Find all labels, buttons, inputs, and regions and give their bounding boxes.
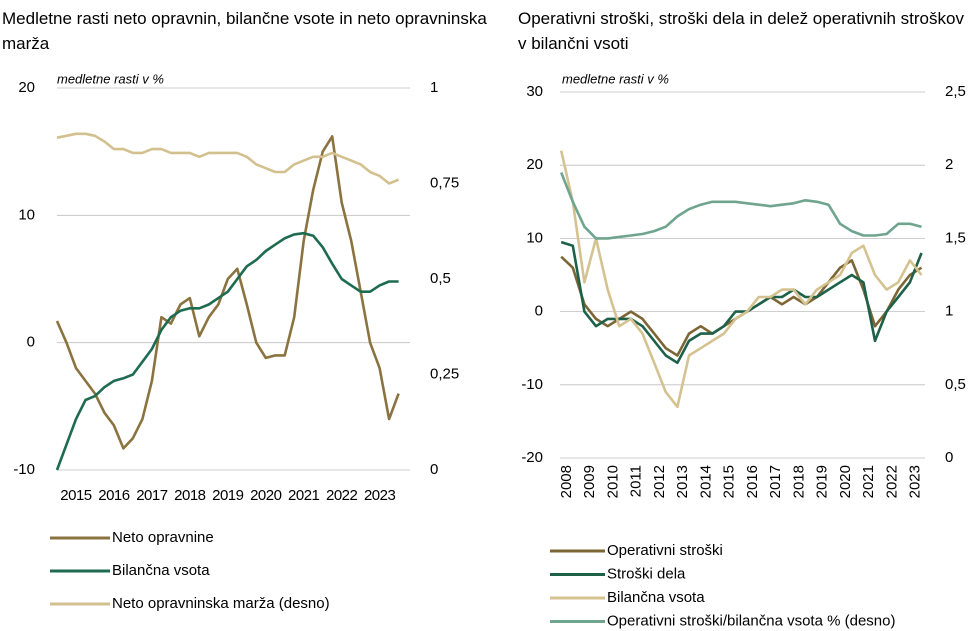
x-tick-label: 2023 xyxy=(364,487,396,504)
legend-label: Bilančna vsota xyxy=(607,589,705,606)
axis-subtitle: medletne rasti v % xyxy=(562,71,669,86)
y-tick-label: -20 xyxy=(521,449,543,466)
x-tick-label: 2009 xyxy=(581,465,598,498)
x-tick-label: 2022 xyxy=(883,465,900,498)
series-line xyxy=(559,150,923,409)
y2-tick-label: 0,5 xyxy=(945,376,966,393)
y2-tick-label: 2 xyxy=(945,156,953,173)
x-tick-label: 2019 xyxy=(212,487,244,504)
series-line xyxy=(55,135,400,450)
x-tick-label: 2008 xyxy=(558,465,575,498)
y2-tick-label: 0,5 xyxy=(430,270,451,287)
y-tick-label: -10 xyxy=(521,376,543,393)
x-tick-label: 2013 xyxy=(674,465,691,498)
y2-tick-label: 1,5 xyxy=(945,229,966,246)
legend-label: Operativni stroški xyxy=(607,542,723,559)
x-tick-label: 2019 xyxy=(814,465,831,498)
legend-label: Bilančna vsota xyxy=(112,562,210,579)
x-tick-label: 2016 xyxy=(98,487,130,504)
y2-tick-label: 1 xyxy=(945,303,953,320)
x-tick-label: 2020 xyxy=(837,465,854,498)
y-tick-label: 10 xyxy=(526,229,543,246)
x-tick-label: 2012 xyxy=(651,465,668,498)
x-tick-label: 2021 xyxy=(288,487,320,504)
x-tick-label: 2023 xyxy=(907,465,924,498)
x-tick-label: 2022 xyxy=(326,487,358,504)
x-tick-label: 2016 xyxy=(744,465,761,498)
y-tick-label: 30 xyxy=(526,83,543,100)
x-tick-label: 2018 xyxy=(790,465,807,498)
y2-tick-label: 1 xyxy=(430,79,438,96)
y2-tick-label: 2,5 xyxy=(945,83,966,100)
x-tick-label: 2018 xyxy=(174,487,206,504)
series-line xyxy=(56,132,400,185)
y-tick-label: 20 xyxy=(526,156,543,173)
x-tick-label: 2015 xyxy=(60,487,92,504)
legend-label: Stroški dela xyxy=(607,565,686,582)
y-tick-label: 20 xyxy=(18,79,35,96)
x-tick-label: 2017 xyxy=(767,465,784,498)
y2-tick-label: 0,25 xyxy=(430,365,459,382)
axis-subtitle: medletne rasti v % xyxy=(57,71,164,86)
y-tick-label: 0 xyxy=(27,334,35,351)
series-line xyxy=(559,172,922,240)
chart-title: Operativni stroški, stroški dela in dele… xyxy=(518,9,964,53)
x-tick-label: 2015 xyxy=(721,465,738,498)
x-tick-label: 2011 xyxy=(628,465,645,497)
x-tick-label: 2017 xyxy=(136,487,168,504)
series-line xyxy=(560,240,923,365)
x-tick-label: 2021 xyxy=(860,465,877,498)
y-tick-label: 10 xyxy=(18,206,35,223)
x-tick-label: 2020 xyxy=(250,487,282,504)
y-tick-label: -10 xyxy=(13,461,35,478)
y2-tick-label: 0,75 xyxy=(430,174,459,191)
legend-label: Neto opravnine xyxy=(112,529,214,546)
legend-label: Neto opravninska marža (desno) xyxy=(112,595,330,612)
y2-tick-label: 0 xyxy=(430,461,438,478)
y2-tick-label: 0 xyxy=(945,449,953,466)
x-tick-label: 2010 xyxy=(604,465,621,498)
series-line xyxy=(55,231,399,471)
x-tick-label: 2014 xyxy=(697,465,714,498)
legend-label: Operativni stroški/bilančna vsota % (des… xyxy=(607,612,895,629)
chart-title: Medletne rasti neto opravnin, bilančne v… xyxy=(2,9,487,53)
y-tick-label: 0 xyxy=(535,303,543,320)
